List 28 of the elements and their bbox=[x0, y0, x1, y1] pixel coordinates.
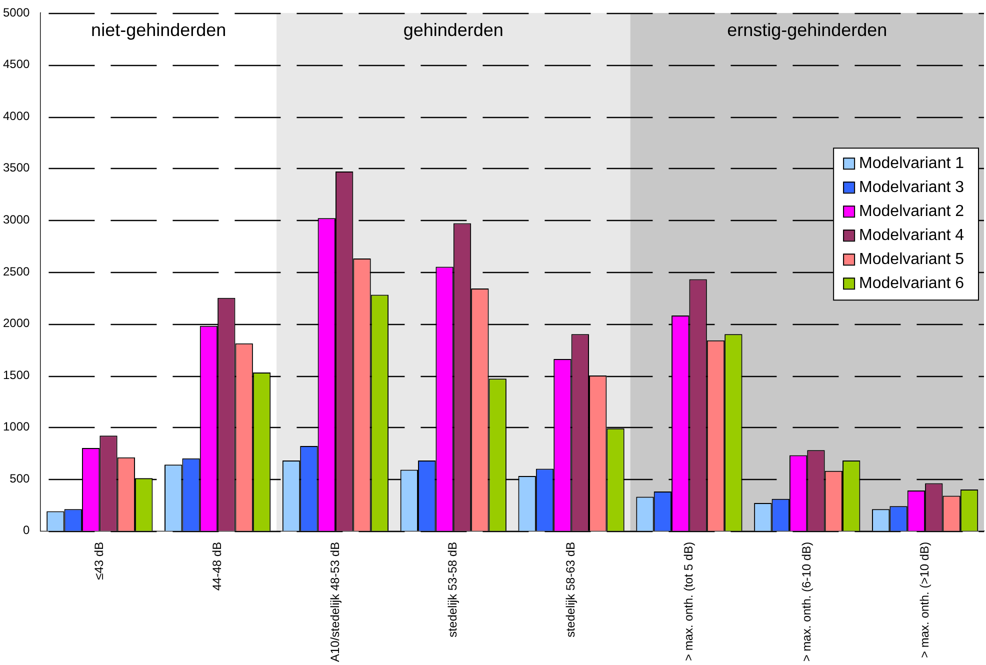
band-label: gehinderden bbox=[403, 20, 504, 40]
legend-label: Modelvariant 6 bbox=[859, 275, 964, 292]
y-tick-label: 5000 bbox=[2, 5, 30, 20]
y-tick-label: 1500 bbox=[2, 368, 30, 382]
y-tick-label: 4500 bbox=[2, 57, 30, 72]
x-tick-label: > max. onth. (tot 5 dB) bbox=[682, 542, 696, 661]
y-tick-label: 2500 bbox=[2, 264, 30, 278]
legend-label: Modelvariant 4 bbox=[859, 227, 964, 244]
y-tick-label: 3000 bbox=[2, 212, 30, 226]
y-tick-label: 500 bbox=[10, 471, 30, 486]
band-label: niet-gehinderden bbox=[91, 20, 226, 40]
y-tick-label: 1000 bbox=[2, 420, 30, 434]
legend-label: Modelvariant 5 bbox=[859, 251, 964, 268]
legend-label: Modelvariant 2 bbox=[859, 203, 964, 220]
y-tick-label: 4000 bbox=[2, 108, 30, 123]
y-tick-label: 0 bbox=[23, 523, 30, 538]
x-tick-label: ≤43 dB bbox=[92, 542, 106, 580]
y-tick-label: 2000 bbox=[2, 316, 30, 330]
x-tick-label: 44-48 dB bbox=[210, 542, 224, 591]
x-tick-label: > max. onth. (>10 dB) bbox=[917, 542, 932, 658]
x-tick-label: stedelijk 58-63 dB bbox=[564, 542, 578, 638]
legend-label: Modelvariant 1 bbox=[859, 155, 964, 172]
band-label: ernstig-gehinderden bbox=[727, 20, 888, 40]
y-tick-label: 3500 bbox=[2, 160, 30, 175]
x-tick-label: A10/stedelijk 48-53 dB bbox=[328, 542, 342, 662]
x-tick-label: > max. onth. (6-10 dB) bbox=[799, 542, 814, 662]
legend-label: Modelvariant 3 bbox=[859, 179, 964, 196]
x-tick-label: stedelijk 53-58 dB bbox=[446, 542, 460, 638]
